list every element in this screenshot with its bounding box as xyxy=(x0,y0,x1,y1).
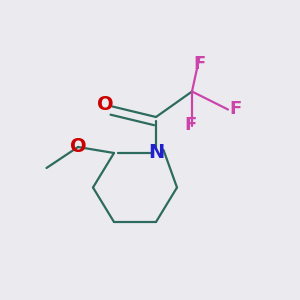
Text: F: F xyxy=(194,55,206,73)
Text: N: N xyxy=(148,143,164,163)
Text: O: O xyxy=(70,136,86,156)
Text: O: O xyxy=(97,95,113,115)
Text: F: F xyxy=(184,116,196,134)
Text: F: F xyxy=(230,100,242,118)
